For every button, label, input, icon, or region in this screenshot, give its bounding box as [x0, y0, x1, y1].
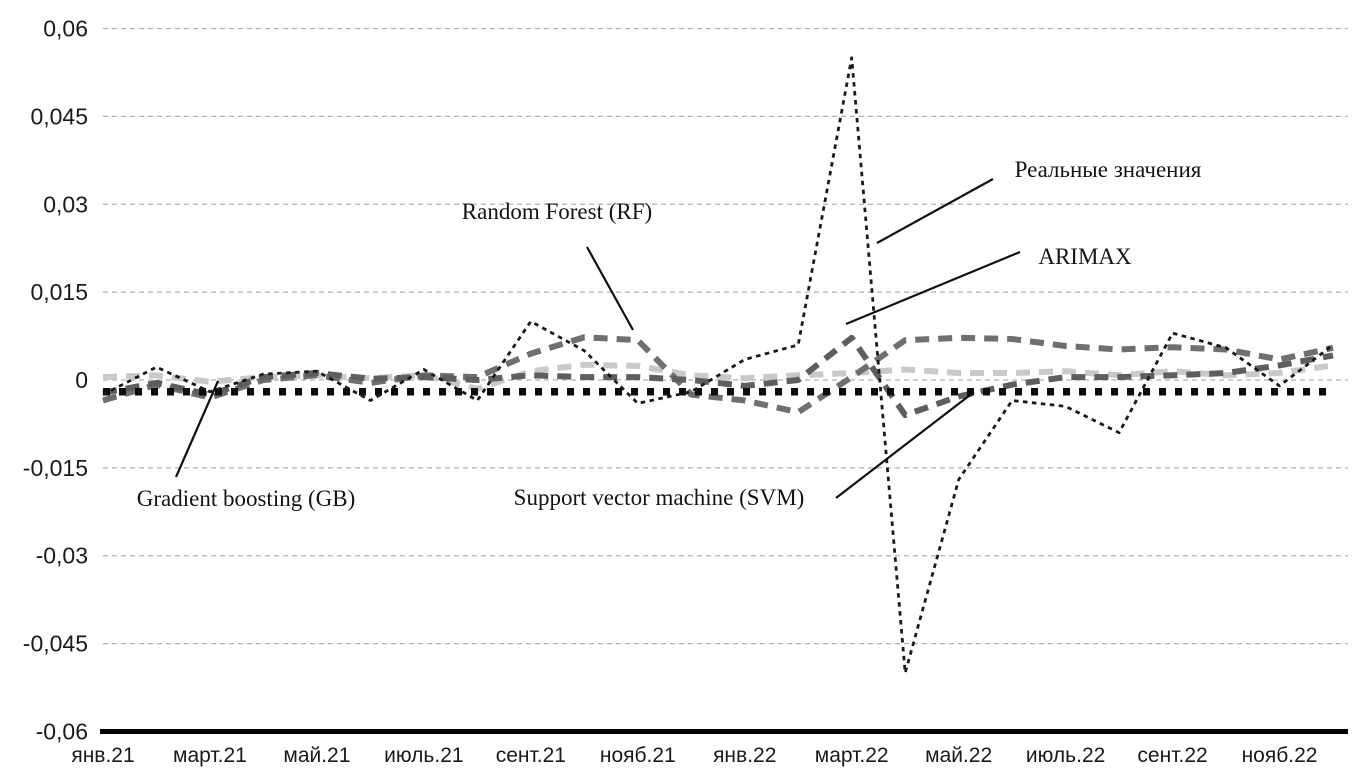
x-axis-tick-label: янв.21: [71, 744, 134, 767]
y-axis-tick-label: -0,045: [23, 631, 88, 657]
annotation-label-arimax: ARIMAX: [1038, 244, 1132, 269]
x-axis-tick-label: янв.22: [713, 744, 776, 767]
annotation-label-random-forest-rf-: Random Forest (RF): [462, 199, 652, 224]
x-axis-tick-label: сент.21: [496, 744, 566, 767]
annotation-leader-random-forest-rf-: [586, 246, 634, 331]
y-axis-tick-label: 0,06: [43, 16, 88, 42]
annotation-leader-support-vector-machine-svm-: [835, 391, 975, 499]
annotation-label-gradient-boosting-gb-: Gradient boosting (GB): [137, 486, 355, 511]
x-axis-tick-label: март.21: [173, 744, 247, 767]
y-axis-tick-label: 0: [75, 367, 88, 393]
x-axis-tick-label: май.22: [925, 744, 992, 767]
x-axis-tick-label: май.21: [283, 744, 350, 767]
annotation-leader-реальные-значения: [876, 178, 994, 244]
x-axis-tick-label: март.22: [815, 744, 889, 767]
y-axis-tick-label: -0,03: [36, 543, 88, 569]
annotation-label-реальные-значения: Реальные значения: [1015, 157, 1202, 182]
y-axis-tick-label: 0,045: [30, 103, 88, 129]
x-axis-tick-label: июль.22: [1026, 744, 1105, 767]
x-axis-tick-label: сент.22: [1137, 744, 1207, 767]
y-axis-tick-label: -0,015: [23, 455, 88, 481]
series-line-arimax: [102, 334, 1334, 419]
x-axis-tick-label: июль.21: [384, 744, 463, 767]
y-axis-tick-label: -0,06: [36, 718, 88, 744]
x-axis-tick-label: нояб.22: [1242, 744, 1318, 767]
annotation-leader-gradient-boosting-gb-: [174, 380, 220, 478]
y-axis-tick-label: 0,015: [30, 279, 88, 305]
x-axis-tick-label: нояб.21: [600, 744, 676, 767]
y-axis-tick-label: 0,03: [43, 191, 88, 217]
annotation-label-support-vector-machine-svm-: Support vector machine (SVM): [514, 485, 805, 510]
annotation-leader-arimax: [845, 250, 1021, 326]
series-line-реальные-значения: [102, 56, 1334, 675]
